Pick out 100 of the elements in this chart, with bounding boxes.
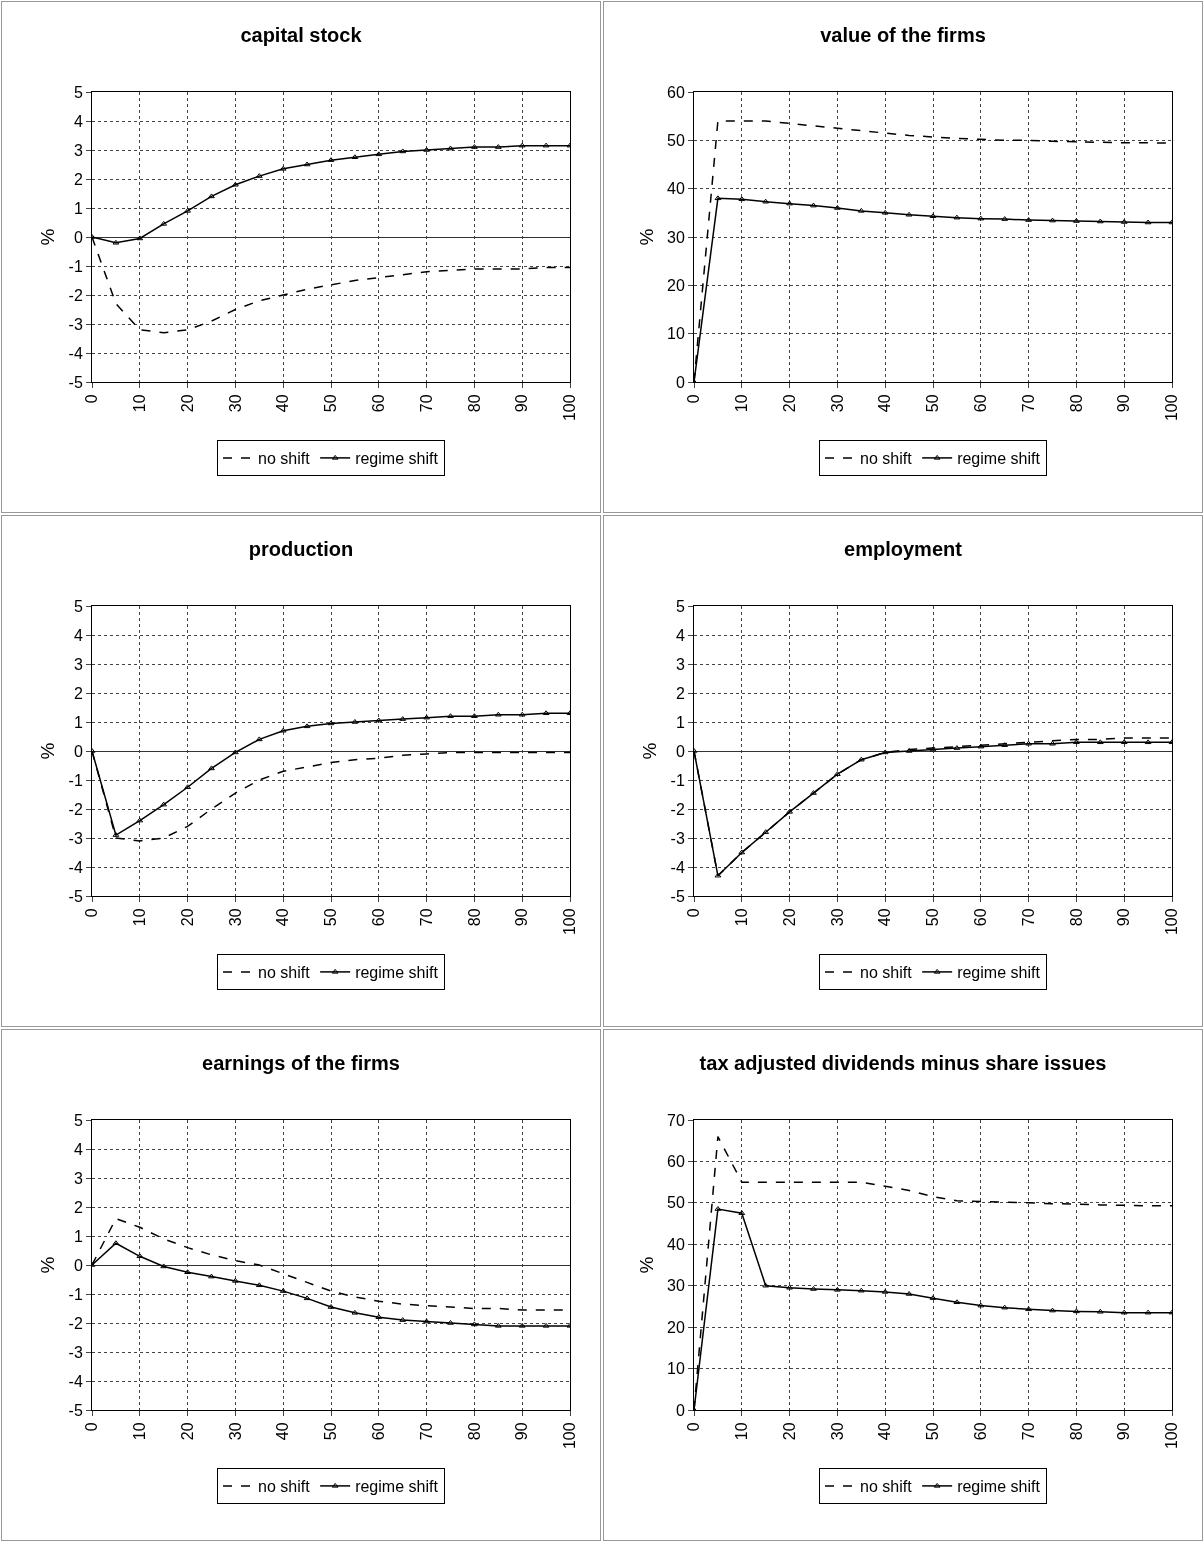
point <box>471 1321 478 1327</box>
point <box>881 1288 889 1294</box>
y-tick-label: 30 <box>667 228 685 246</box>
legend-label: no shift <box>860 964 913 982</box>
y-tick-label: 2 <box>73 684 83 702</box>
point <box>447 145 454 151</box>
point <box>184 784 191 789</box>
y-tick-label: -3 <box>68 1343 83 1361</box>
y-tick-label: 3 <box>73 1169 83 1187</box>
point <box>375 151 383 157</box>
x-tick-label: 90 <box>513 1422 531 1441</box>
point <box>136 235 144 241</box>
legend-label: no shift <box>258 450 311 468</box>
legend-label: regime shift <box>355 1478 439 1496</box>
x-tick-label: 90 <box>1115 394 1133 413</box>
point <box>834 771 841 776</box>
point <box>375 717 383 723</box>
point <box>447 713 454 718</box>
y-tick-label: -1 <box>68 1285 83 1303</box>
point <box>471 713 478 718</box>
point <box>762 198 770 204</box>
x-tick-label: 80 <box>1067 394 1085 413</box>
point <box>351 1309 359 1315</box>
x-tick-label: 20 <box>178 1422 196 1441</box>
point <box>1049 217 1056 223</box>
point <box>977 743 985 749</box>
y-tick-label: 40 <box>667 180 685 198</box>
x-tick-label: 30 <box>828 908 846 927</box>
y-tick-label: 1 <box>73 1227 83 1245</box>
point <box>160 220 168 226</box>
point <box>184 207 191 213</box>
point <box>232 181 239 187</box>
chart-title: value of the firms <box>820 23 986 46</box>
point <box>136 817 144 823</box>
point <box>279 727 287 733</box>
chart-title: employment <box>844 537 963 560</box>
x-tick-label: 40 <box>274 394 292 413</box>
point <box>1096 1308 1104 1314</box>
point <box>810 790 817 795</box>
chart-title: tax adjusted dividends minus share issues <box>699 1051 1107 1074</box>
point <box>160 801 168 807</box>
y-tick-label: -5 <box>670 887 685 905</box>
y-tick-label: 4 <box>73 626 83 644</box>
x-tick-label: 80 <box>465 908 483 927</box>
y-tick-label: -1 <box>68 771 83 789</box>
x-tick-label: 70 <box>417 908 435 927</box>
y-tick-label: 0 <box>675 373 685 391</box>
point <box>279 165 287 171</box>
y-axis-title: % <box>37 228 59 246</box>
y-axis-title: % <box>635 228 657 246</box>
y-tick-label: -4 <box>68 858 83 876</box>
x-tick-label: 30 <box>828 1422 846 1441</box>
x-tick-label: 70 <box>1019 394 1037 413</box>
point <box>1025 1306 1032 1312</box>
y-tick-label: 0 <box>73 1256 83 1274</box>
y-tick-label: -5 <box>68 1401 83 1419</box>
y-tick-label: 0 <box>675 1401 685 1419</box>
point <box>232 1277 239 1283</box>
y-tick-label: 0 <box>73 228 83 246</box>
point <box>160 1263 168 1269</box>
x-tick-label: 0 <box>685 1422 703 1432</box>
legend-label: regime shift <box>355 964 439 982</box>
y-tick-label: -3 <box>68 315 83 333</box>
x-tick-label: 40 <box>876 394 894 413</box>
y-tick-label: 20 <box>667 276 685 294</box>
point <box>1073 1308 1080 1314</box>
y-axis-title: % <box>639 742 661 760</box>
y-tick-label: 4 <box>73 112 83 130</box>
x-tick-label: 70 <box>417 394 435 413</box>
x-tick-label: 90 <box>1115 908 1133 927</box>
point <box>423 714 430 720</box>
point <box>1144 739 1152 745</box>
point <box>471 144 478 149</box>
x-tick-label: 80 <box>1067 908 1085 927</box>
point <box>786 808 793 814</box>
x-tick-label: 40 <box>274 908 292 927</box>
legend-label: no shift <box>860 1478 913 1496</box>
y-tick-label: -4 <box>670 858 685 876</box>
point <box>762 1282 770 1288</box>
point <box>399 148 407 154</box>
point <box>1073 218 1080 223</box>
x-tick-label: 10 <box>131 1422 148 1441</box>
x-tick-label: 10 <box>733 1422 750 1441</box>
x-tick-label: 100 <box>1163 1422 1181 1450</box>
x-tick-label: 30 <box>226 1422 244 1441</box>
x-tick-label: 90 <box>513 908 531 927</box>
x-tick-label: 80 <box>465 394 483 413</box>
y-tick-label: 0 <box>73 742 83 760</box>
y-tick-label: 4 <box>675 626 685 644</box>
point <box>136 1253 144 1259</box>
y-axis-title: % <box>635 1256 657 1274</box>
point <box>303 1295 311 1301</box>
x-tick-label: 20 <box>780 908 798 927</box>
x-tick-label: 70 <box>417 1422 435 1441</box>
point <box>1120 1309 1128 1315</box>
y-tick-label: 50 <box>667 1194 685 1212</box>
point <box>905 211 913 217</box>
point <box>1096 218 1104 224</box>
x-tick-label: 30 <box>226 394 244 413</box>
point <box>857 756 865 762</box>
